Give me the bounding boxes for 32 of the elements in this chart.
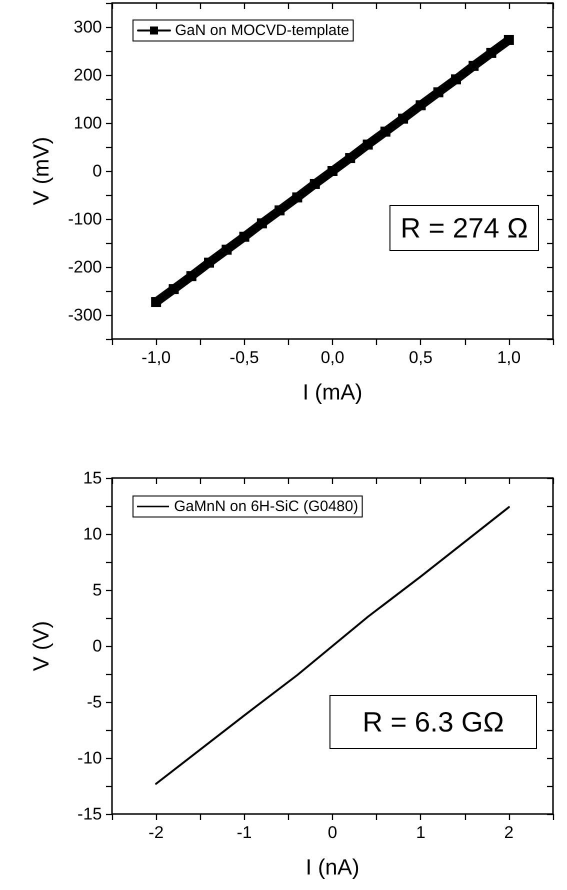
- x-axis-title: I (mA): [302, 380, 362, 404]
- x-tick-label: 1,0: [497, 348, 521, 367]
- x-tick-label: -1,0: [141, 348, 171, 367]
- legend-label: GaN on MOCVD-template: [175, 22, 350, 39]
- x-tick-label: 1: [416, 823, 426, 842]
- y-tick-label: 300: [74, 18, 102, 36]
- y-tick-label: 10: [83, 524, 102, 544]
- y-tick-label: 0: [92, 162, 102, 180]
- x-tick-label: -0,5: [230, 348, 259, 367]
- legend-label: GaMnN on 6H-SiC (G0480): [174, 498, 358, 515]
- x-tick-label: 0,5: [408, 348, 433, 367]
- y-tick-label: -300: [68, 306, 102, 324]
- x-tick-label: 2: [504, 823, 514, 842]
- y-tick-label: -15: [77, 804, 102, 824]
- annotation: R = 274 Ω: [400, 212, 528, 244]
- y-tick-label: 100: [74, 114, 102, 132]
- y-tick-label: 0: [92, 636, 102, 656]
- x-tick-label: -2: [148, 823, 164, 842]
- annotation: R = 6.3 GΩ: [362, 706, 504, 738]
- x-tick-label: 0,0: [320, 348, 344, 367]
- y-axis-title: V (mV): [28, 136, 54, 206]
- y-tick-label: 15: [83, 468, 102, 488]
- y-tick-label: 200: [74, 66, 102, 84]
- y-tick-label: -100: [68, 210, 102, 228]
- y-tick-label: -10: [77, 748, 102, 768]
- y-axis-title: V (V): [28, 620, 54, 672]
- y-tick-label: -200: [68, 258, 102, 276]
- y-tick-label: -5: [86, 692, 102, 712]
- y-tick-label: 5: [92, 580, 102, 600]
- x-tick-label: -1: [236, 823, 252, 842]
- x-tick-label: 0: [328, 823, 338, 842]
- x-axis-title: I (nA): [306, 854, 360, 880]
